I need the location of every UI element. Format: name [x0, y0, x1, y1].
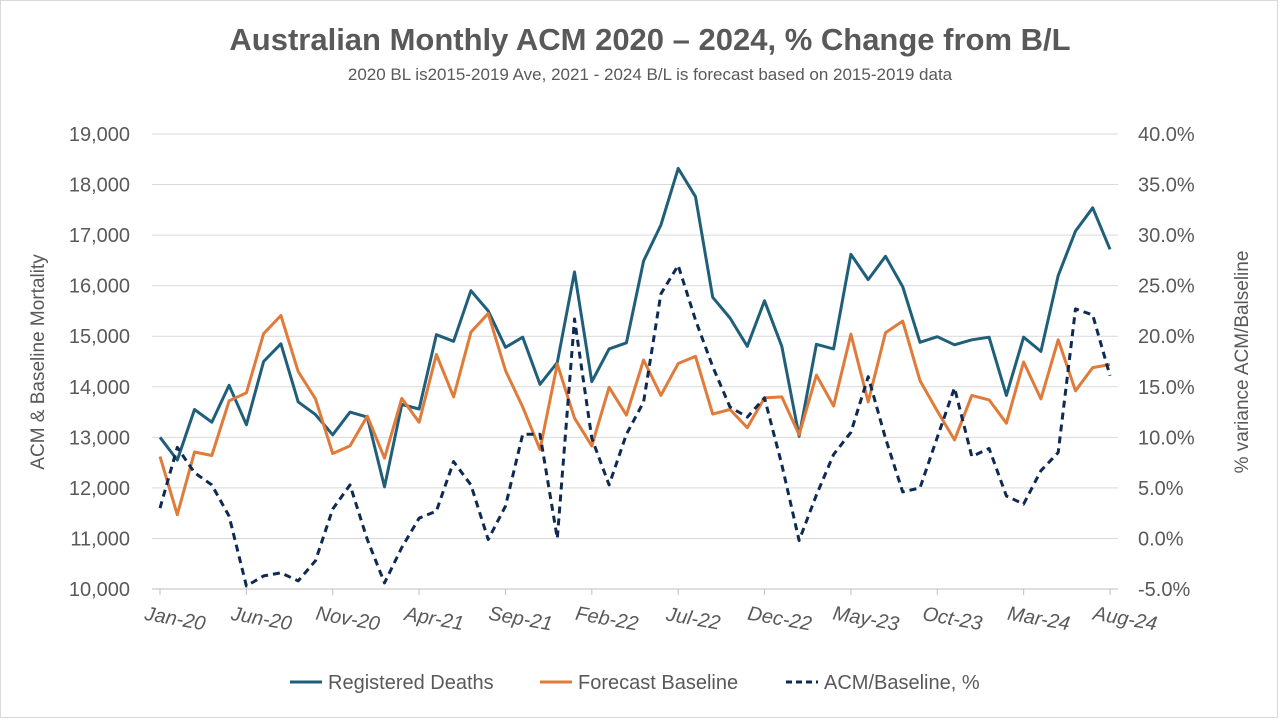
- y2-tick-label: 35.0%: [1138, 175, 1195, 197]
- right-axis-label: % variance ACM/Balseline: [1232, 251, 1253, 474]
- x-tick-label: Feb-22: [574, 603, 640, 636]
- y2-tick-label: 25.0%: [1138, 276, 1195, 298]
- x-tick-label: Apr-21: [402, 603, 466, 635]
- y2-tick-label: -5.0%: [1138, 579, 1190, 601]
- y-tick-label: 15,000: [69, 326, 130, 348]
- series-acm-baseline: [158, 263, 1112, 588]
- x-tick-label: Jul-22: [664, 603, 722, 634]
- x-tick-label: Sep-21: [487, 603, 554, 636]
- y-tick-label: 13,000: [69, 427, 130, 449]
- y2-tick-label: 15.0%: [1138, 377, 1195, 399]
- legend-item-acm-baseline: ACM/Baseline, %: [786, 672, 980, 694]
- x-tick-label: Nov-20: [314, 603, 381, 636]
- y2-tick-label: 40.0%: [1138, 124, 1195, 146]
- chart-subtitle: 2020 BL is2015-2019 Ave, 2021 - 2024 B/L…: [348, 65, 953, 84]
- left-axis-ticks: 10,000 11,000 12,000 13,000 14,000 15,000 16,0…: [69, 124, 130, 601]
- legend-label-forecast-baseline: Forecast Baseline: [578, 672, 738, 694]
- right-axis-ticks: -5.0% 0.0% 5.0% 10.0% 15.0% 20.0% 25.0% 30.0% 35…: [1138, 124, 1195, 601]
- series-registered-deaths: [158, 166, 1112, 489]
- y-tick-label: 19,000: [69, 124, 130, 146]
- y-tick-label: 11,000: [70, 528, 130, 550]
- legend-item-registered-deaths: Registered Deaths: [290, 672, 494, 694]
- y-tick-label: 16,000: [69, 276, 130, 298]
- legend: Registered Deaths Forecast Baseline ACM/…: [290, 672, 980, 694]
- chart-title: Australian Monthly ACM 2020 – 2024, % Ch…: [229, 22, 1070, 57]
- x-axis-ticks: Jan-20 Jun-20 Nov-20 Apr-21 Sep-21 Feb-22 Jul-…: [142, 589, 1159, 636]
- x-tick-label: Oct-23: [921, 603, 984, 635]
- x-tick-label: Jun-20: [228, 603, 293, 635]
- y-tick-label: 17,000: [69, 225, 130, 247]
- y2-tick-label: 30.0%: [1138, 225, 1195, 247]
- series-forecast-baseline: [158, 312, 1111, 517]
- left-axis-label: ACM & Baseline Mortality: [28, 254, 49, 470]
- x-tick-label: Aug-24: [1090, 602, 1158, 635]
- gridlines: [152, 133, 1118, 590]
- x-tick-label: May-23: [831, 602, 901, 635]
- y2-tick-label: 20.0%: [1138, 326, 1195, 348]
- x-tick-label: Jan-20: [142, 603, 207, 635]
- legend-label-acm-baseline: ACM/Baseline, %: [824, 672, 980, 694]
- y2-tick-label: 5.0%: [1138, 478, 1184, 500]
- y2-tick-label: 0.0%: [1138, 528, 1184, 550]
- y-tick-label: 18,000: [69, 175, 130, 197]
- y2-tick-label: 10.0%: [1138, 427, 1195, 449]
- x-tick-label: Dec-22: [746, 603, 813, 636]
- y-tick-label: 12,000: [69, 478, 130, 500]
- legend-label-registered-deaths: Registered Deaths: [328, 672, 494, 694]
- x-tick-label: Mar-24: [1006, 603, 1072, 636]
- y-tick-label: 14,000: [69, 377, 130, 399]
- series-layer: [158, 166, 1112, 588]
- legend-item-forecast-baseline: Forecast Baseline: [540, 672, 738, 694]
- y-tick-label: 10,000: [69, 579, 130, 601]
